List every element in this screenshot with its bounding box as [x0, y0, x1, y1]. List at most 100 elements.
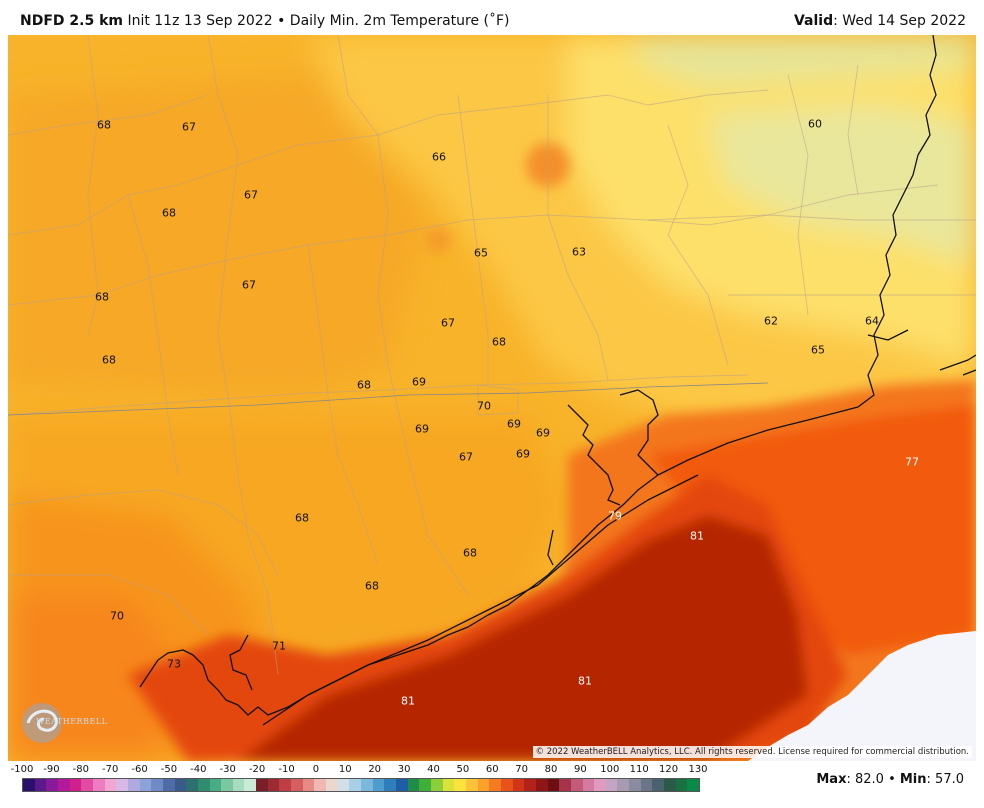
temperature-map[interactable]: 68 67 66 60 67 68 65 63 68 67 67 68 62 64 65 68 68 69 70 69… — [8, 35, 976, 761]
scale-swatch — [23, 779, 35, 791]
temperature-label: 67 — [244, 188, 258, 202]
scale-tick-label: -80 — [72, 764, 89, 775]
temperature-label: 79 — [608, 509, 622, 523]
scale-swatch — [675, 779, 688, 791]
scale-tick-label: 60 — [485, 764, 499, 775]
scale-swatch — [465, 779, 478, 791]
scale-tick-label: -60 — [131, 764, 148, 775]
scale-swatch — [57, 779, 70, 791]
scale-swatch — [547, 779, 560, 791]
init-time: Init 11z 13 Sep 2022 — [127, 13, 273, 29]
scale-swatch — [489, 779, 501, 791]
weatherbell-logo: WEATHERBELL — [14, 697, 107, 747]
scale-tick-label: 40 — [427, 764, 440, 775]
temperature-label: 64 — [865, 314, 879, 328]
map-title: NDFD 2.5 km Init 11z 13 Sep 2022 • Daily… — [20, 13, 510, 29]
scale-swatch — [664, 779, 676, 791]
scale-tick-label: 50 — [456, 764, 470, 775]
temperature-label: 81 — [401, 694, 415, 708]
scale-swatch — [279, 779, 292, 791]
field-name: Daily Min. 2m Temperature (˚F) — [289, 13, 510, 29]
scale-swatch — [454, 779, 466, 791]
map-canvas — [8, 35, 976, 761]
title-bullet: • — [277, 13, 286, 29]
temperature-label: 65 — [811, 343, 825, 357]
scale-swatch — [314, 779, 327, 791]
max-label: Max — [816, 772, 847, 787]
scale-swatch — [442, 779, 455, 791]
valid-value: : Wed 14 Sep 2022 — [833, 13, 966, 29]
scale-swatch — [384, 779, 396, 791]
scale-tick-label: -90 — [43, 764, 60, 775]
color-scale-bar — [22, 778, 700, 792]
scale-swatch — [92, 779, 105, 791]
coastline — [139, 35, 976, 726]
temperature-label: 68 — [463, 546, 477, 560]
temperature-label: 60 — [808, 117, 822, 131]
temperature-label: 67 — [441, 316, 455, 330]
temperature-label: 68 — [295, 511, 309, 525]
scale-tick-label: 0 — [312, 764, 320, 775]
scale-tick-label: 10 — [338, 764, 352, 775]
scale-swatch — [396, 779, 408, 791]
scale-tick-label: 30 — [397, 764, 411, 775]
scale-tick-label: 80 — [544, 764, 558, 775]
scale-swatch — [594, 779, 606, 791]
logo-swirl-icon — [22, 703, 62, 743]
scale-swatch — [116, 779, 128, 791]
temperature-label: 70 — [477, 399, 491, 413]
scale-swatch — [570, 779, 583, 791]
state-boundary — [8, 382, 769, 416]
header-bar: NDFD 2.5 km Init 11z 13 Sep 2022 • Daily… — [0, 0, 984, 34]
scale-swatch — [629, 779, 641, 791]
temperature-label: 71 — [272, 639, 286, 653]
scale-tick-label: -10 — [278, 764, 295, 775]
scale-swatch — [640, 779, 653, 791]
scale-tick-label: -50 — [160, 764, 178, 775]
scale-swatch — [232, 779, 245, 791]
scale-swatch — [34, 779, 47, 791]
temperature-label: 68 — [97, 118, 111, 132]
scale-swatch — [256, 779, 268, 791]
scale-swatch — [524, 779, 536, 791]
scale-tick-label: 70 — [515, 764, 529, 775]
temperature-label: 68 — [162, 206, 176, 220]
temperature-label: 68 — [365, 579, 379, 593]
scale-tick-label: -40 — [190, 764, 207, 775]
scale-swatch — [267, 779, 280, 791]
valid-date: Valid: Wed 14 Sep 2022 — [794, 13, 966, 29]
scale-swatch — [617, 779, 630, 791]
scale-tick-label: 20 — [368, 764, 382, 775]
scale-swatch — [81, 779, 93, 791]
scale-swatch — [209, 779, 222, 791]
temperature-label: 69 — [516, 447, 530, 461]
temperature-label: 68 — [102, 353, 116, 367]
temperature-label: 62 — [764, 314, 778, 328]
scale-swatch — [46, 779, 58, 791]
max-value: : 82.0 — [846, 772, 884, 787]
temperature-label: 65 — [474, 246, 488, 260]
temperature-label: 69 — [536, 426, 550, 440]
scale-tick-label: 90 — [574, 764, 587, 775]
temperature-label: 70 — [110, 609, 124, 623]
temperature-label: 73 — [167, 657, 181, 671]
temperature-label: 81 — [690, 529, 704, 543]
scale-swatch — [582, 779, 595, 791]
scale-tick-label: -70 — [102, 764, 119, 775]
scale-tick-label: 120 — [659, 764, 679, 775]
scale-tick-label: 100 — [600, 764, 620, 775]
min-value: : 57.0 — [926, 772, 964, 787]
temperature-label: 63 — [572, 245, 586, 259]
scale-swatch — [291, 779, 303, 791]
temperature-label: 67 — [182, 120, 196, 134]
scale-tick-label: 130 — [688, 764, 708, 775]
scale-swatch — [104, 779, 117, 791]
copyright-notice: © 2022 WeatherBELL Analytics, LLC. All r… — [532, 746, 972, 758]
scale-swatch — [559, 779, 571, 791]
scale-swatch — [139, 779, 152, 791]
scale-swatch — [221, 779, 233, 791]
stats-separator: • — [883, 772, 900, 787]
scale-swatch — [244, 779, 257, 791]
product-name: NDFD 2.5 km — [20, 13, 123, 29]
scale-swatch — [186, 779, 198, 791]
